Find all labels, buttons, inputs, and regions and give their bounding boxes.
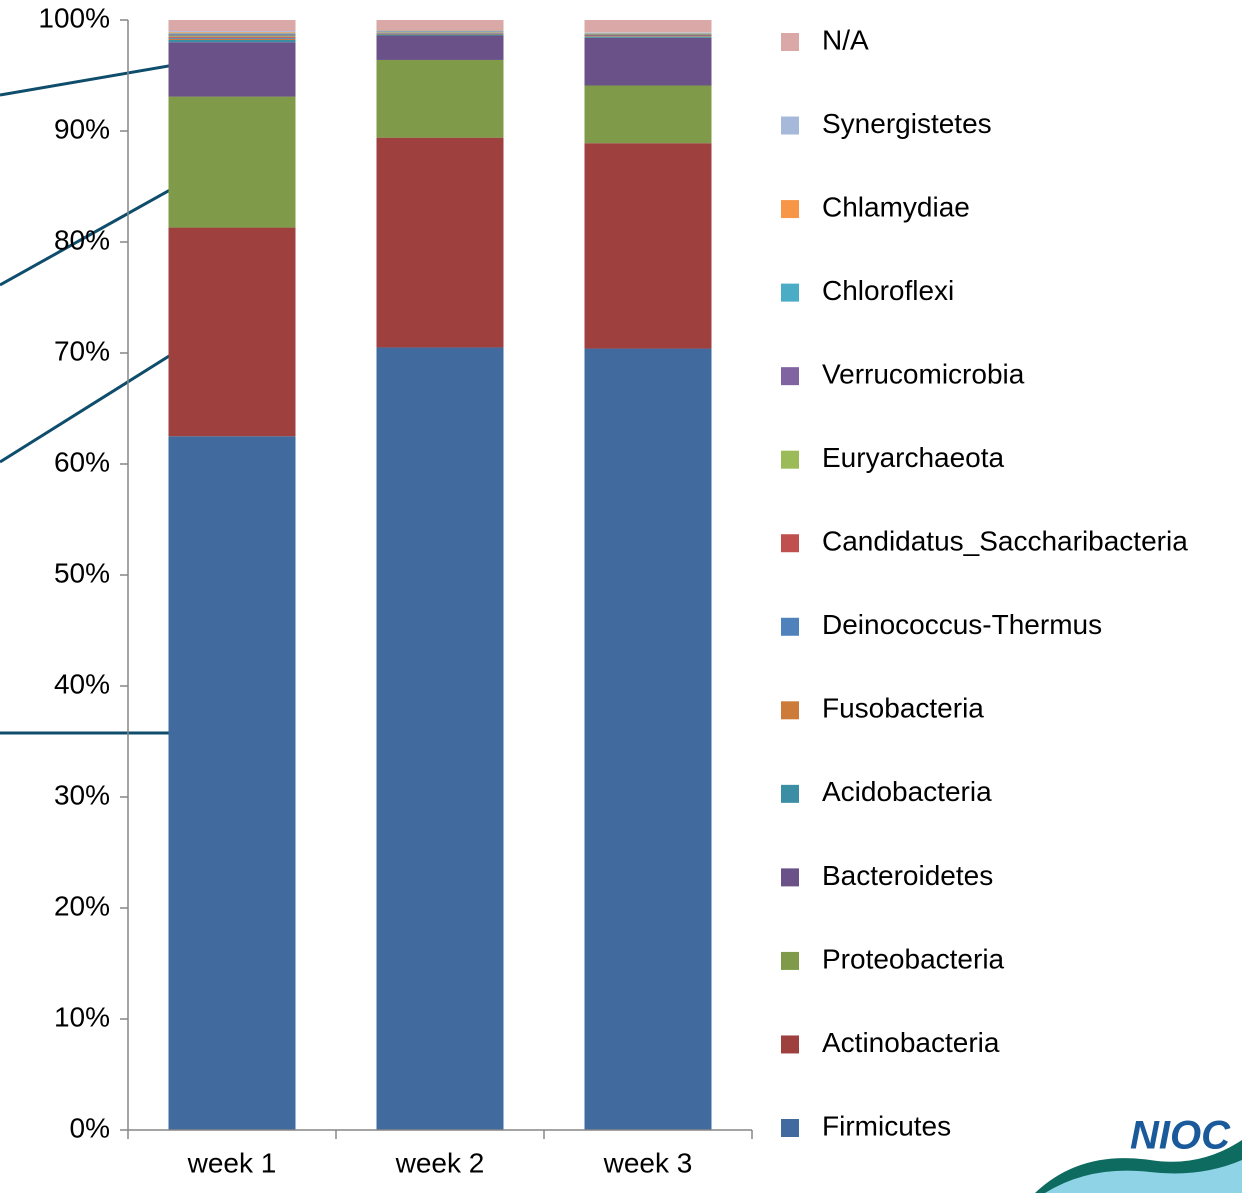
logo-text: NIOC — [1130, 1114, 1231, 1158]
legend-label: Verrucomicrobia — [822, 359, 1025, 390]
y-tick-label: 10% — [54, 1001, 110, 1032]
bar-segment — [584, 34, 712, 35]
bar-segment — [376, 33, 504, 34]
bar-segment — [584, 33, 712, 34]
x-tick-label: week 3 — [603, 1147, 693, 1178]
bar-segment — [168, 33, 296, 35]
bar-segment — [376, 31, 504, 32]
bar-segment — [168, 96, 296, 228]
y-tick-label: 50% — [54, 557, 110, 588]
bar-segment — [168, 37, 296, 39]
bar-segment — [168, 436, 296, 1130]
legend-swatch — [781, 951, 799, 970]
y-tick-label: 30% — [54, 779, 110, 810]
bar-segment — [376, 35, 504, 60]
bar-segment — [168, 35, 296, 37]
logo-wave — [1045, 1160, 1242, 1193]
y-tick-label: 40% — [54, 668, 110, 699]
bar-segment — [376, 31, 504, 33]
bar-segment — [168, 39, 296, 43]
bar-segment — [376, 59, 504, 138]
x-tick-label: week 2 — [395, 1147, 485, 1178]
legend-label: N/A — [822, 24, 869, 55]
x-tick-label: week 1 — [187, 1147, 277, 1178]
legend-swatch — [781, 283, 799, 302]
bar-segment — [376, 33, 504, 35]
bar-segment — [584, 34, 712, 36]
y-tick-label: 60% — [54, 446, 110, 477]
legend-swatch — [781, 1035, 799, 1054]
y-tick-label: 0% — [70, 1112, 110, 1143]
bar-segment — [376, 29, 504, 31]
bar-segment — [168, 227, 296, 437]
bar-segment — [584, 36, 712, 38]
bar-segment — [584, 143, 712, 349]
legend-label: Synergistetes — [822, 108, 992, 139]
legend-label: Actinobacteria — [822, 1027, 1000, 1058]
legend-swatch — [781, 33, 799, 51]
legend-label: Euryarchaeota — [822, 442, 1005, 473]
legend-label: Fusobacteria — [822, 693, 984, 724]
bar-segment — [584, 36, 712, 37]
bar-segment — [376, 347, 504, 1130]
bar-segment — [584, 85, 712, 144]
bar-segment — [168, 36, 296, 38]
legend-label: Chlamydiae — [822, 191, 970, 222]
y-tick-label: 80% — [54, 224, 110, 255]
bar-segment — [168, 32, 296, 34]
legend-swatch — [781, 450, 799, 469]
legend-swatch — [781, 116, 799, 135]
bar-segment — [376, 30, 504, 32]
legend-label: Bacteroidetes — [822, 860, 993, 891]
bar-segment — [584, 32, 712, 33]
y-tick-label: 90% — [54, 113, 110, 144]
bar-segment — [168, 42, 296, 97]
legend-label: Proteobacteria — [822, 943, 1005, 974]
bar-segment — [376, 32, 504, 33]
legend-swatch — [781, 868, 799, 887]
legend-label: Firmicutes — [822, 1110, 951, 1141]
bar-segment — [168, 38, 296, 40]
legend-swatch — [781, 1119, 799, 1137]
bar-segment — [584, 37, 712, 86]
legend-swatch — [781, 617, 799, 636]
bar-segment — [376, 34, 504, 36]
legend-swatch — [781, 534, 799, 553]
bar-segment — [376, 137, 504, 348]
legend-label: Acidobacteria — [822, 776, 992, 807]
legend-label: Chloroflexi — [822, 275, 954, 306]
bar-segment — [376, 32, 504, 34]
y-tick-label: 100% — [38, 2, 110, 33]
bar-segment — [376, 20, 504, 30]
y-tick-label: 70% — [54, 335, 110, 366]
bar-segment — [584, 33, 712, 35]
bar-segment — [584, 348, 712, 1130]
bar-segment — [584, 32, 712, 34]
bar-segment — [584, 35, 712, 37]
bar-segment — [168, 20, 296, 32]
bar-segment — [584, 20, 712, 33]
legend-label: Deinococcus-Thermus — [822, 609, 1102, 640]
bar-segment — [168, 34, 296, 36]
logo: NIOC — [1035, 1114, 1242, 1193]
y-tick-label: 20% — [54, 890, 110, 921]
legend-swatch — [781, 367, 799, 386]
legend-swatch — [781, 784, 799, 803]
bar-segment — [168, 31, 296, 33]
legend-swatch — [781, 200, 799, 219]
legend-label: Candidatus_Saccharibacteria — [822, 526, 1188, 557]
legend-swatch — [781, 701, 799, 720]
